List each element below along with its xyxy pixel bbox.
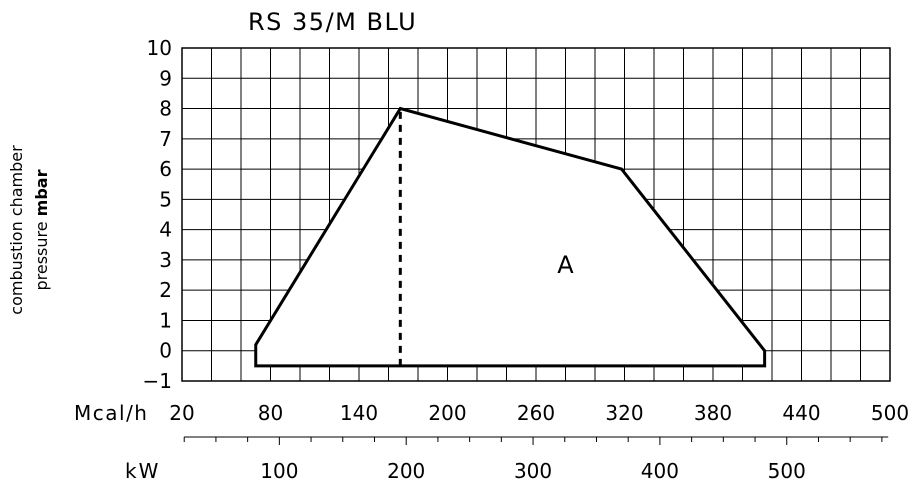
plot-frame (181, 47, 891, 382)
y-axis-label-line2: pressure mbar (32, 169, 51, 290)
x-primary-tick-label: 20 (169, 401, 194, 425)
x-primary-tick-label: 140 (340, 401, 378, 425)
x-secondary-tick-label: 200 (387, 459, 425, 483)
y-axis-label-prefix: pressure (32, 216, 51, 290)
x-primary-tick-label: 320 (605, 401, 643, 425)
y-tick-label: 1 (159, 308, 172, 332)
x-primary-tick-labels: 20 80 140 200 260 320 380 440 500 (169, 401, 909, 425)
y-tick-label: 9 (159, 66, 172, 90)
y-axis-unit: mbar (32, 169, 51, 216)
x-secondary-tick-label: 500 (768, 459, 806, 483)
x-primary-unit-label: Mcal/h (74, 401, 148, 425)
working-field-outline (254, 106, 767, 368)
series-layer: A (254, 106, 767, 368)
x-primary-tick-label: 500 (871, 401, 909, 425)
annotation-background (549, 246, 582, 275)
y-tick-label: 8 (159, 97, 172, 121)
y-tick-label: −1 (143, 369, 172, 393)
annotation-label: A (557, 251, 574, 279)
y-tick-labels: −1 0 1 2 3 4 5 6 7 8 9 10 (143, 36, 172, 393)
y-tick-label: 10 (147, 36, 172, 60)
x-primary-tick-label: 380 (694, 401, 732, 425)
y-tick-label: 5 (159, 187, 172, 211)
x-secondary-tick-label: 300 (514, 459, 552, 483)
chart-title: RS 35/M BLU (248, 8, 417, 36)
x-primary-tick-label: 80 (258, 401, 283, 425)
y-tick-label: 2 (159, 278, 172, 302)
x-primary-tick-label: 440 (782, 401, 820, 425)
x-primary-tick-label: 260 (517, 401, 555, 425)
y-tick-label: 3 (159, 248, 172, 272)
y-axis-label-line1: combustion chamber (7, 145, 26, 315)
x-secondary-unit-label: kW (125, 459, 160, 483)
x-secondary-tick-label: 400 (641, 459, 679, 483)
y-tick-label: 0 (159, 339, 172, 363)
y-tick-label: 6 (159, 157, 172, 181)
y-tick-label: 7 (159, 127, 172, 151)
y-tick-label: 4 (159, 218, 172, 242)
x-secondary-axis: 100 200 300 400 500 (183, 436, 889, 483)
x-secondary-tick-label: 100 (260, 459, 298, 483)
x-primary-tick-label: 200 (428, 401, 466, 425)
